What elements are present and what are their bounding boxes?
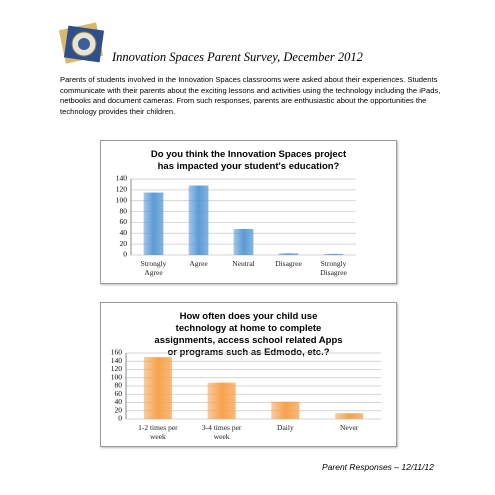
chart: How often does your child use technology… [100,302,397,447]
chart-title: How often does your child use technology… [154,311,343,358]
chart: Do you think the Innovation Spaces proje… [100,140,397,284]
y-tick-label: 0 [123,250,127,259]
x-tick-label: Strongly Agree [140,259,167,277]
bar [271,401,300,419]
bar [143,192,164,255]
y-tick-label: 60 [115,389,123,398]
y-tick-label: 80 [120,206,128,215]
y-tick-label: 40 [120,228,128,237]
y-tick-label: 20 [120,239,128,248]
y-tick-label: 0 [118,414,122,423]
y-tick-label: 100 [111,372,123,381]
x-tick-label: Strongly Disagree [320,259,347,277]
bar [143,357,172,419]
y-tick-label: 120 [116,185,128,194]
bar [188,185,209,255]
y-tick-label: 40 [115,397,123,406]
y-tick-label: 80 [115,381,123,390]
y-tick-label: 120 [111,364,123,373]
x-tick-label: Disagree [275,259,302,268]
bar [278,253,299,255]
bar [335,413,364,419]
x-tick-label: Neutral [232,259,255,268]
x-tick-label: 1-2 times per week [138,423,178,441]
logo [58,22,105,64]
footer: Parent Responses – 12/11/12 [322,462,434,472]
chart-title: Do you think the Innovation Spaces proje… [150,149,347,172]
y-tick-label: 160 [111,348,123,357]
x-tick-label: 3-4 times per week [201,423,242,441]
x-tick-label: Daily [277,423,294,432]
bar [233,228,254,255]
bar [207,382,236,419]
x-tick-label: Agree [189,259,208,268]
bar [323,253,344,255]
y-tick-label: 140 [116,174,128,183]
y-tick-label: 60 [120,217,128,226]
x-tick-label: Never [339,423,359,432]
y-tick-label: 100 [116,195,128,204]
y-tick-label: 20 [115,405,123,414]
doc-title: Innovation Spaces Parent Survey, Decembe… [112,50,363,64]
y-tick-label: 140 [111,356,123,365]
intro-paragraph: Parents of students involved in the Inno… [60,75,441,116]
